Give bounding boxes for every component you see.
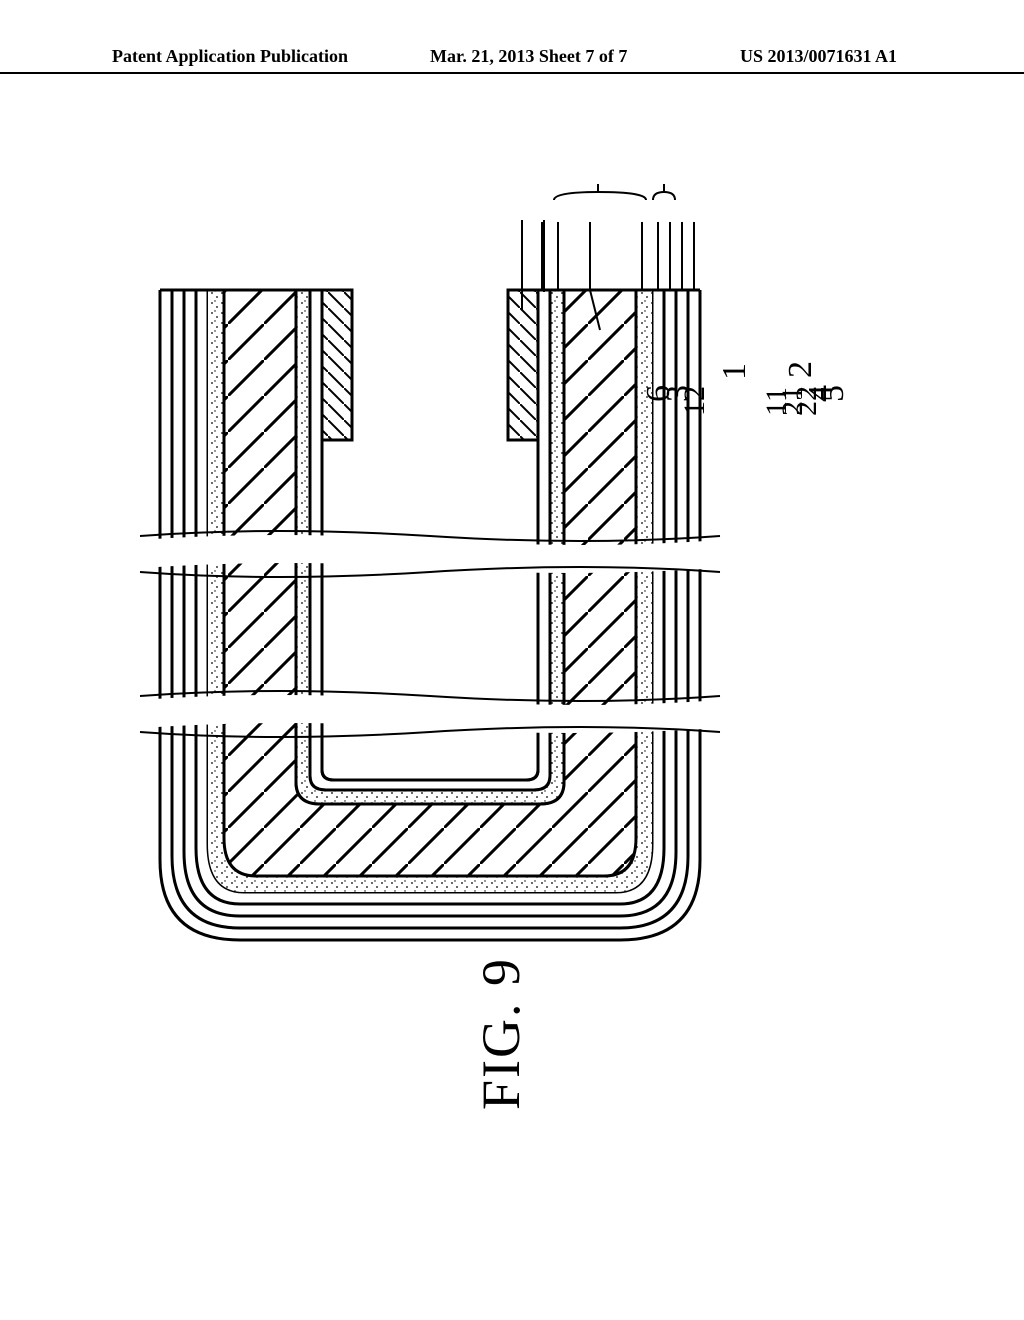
- header-right: US 2013/0071631 A1: [740, 46, 897, 67]
- header-rule: [0, 72, 1024, 74]
- ref-1: 1: [716, 363, 754, 380]
- patent-page: Patent Application Publication Mar. 21, …: [0, 0, 1024, 1320]
- figure-label: FIG. 9: [470, 957, 532, 1110]
- header-left: Patent Application Publication: [112, 46, 348, 67]
- header-center: Mar. 21, 2013 Sheet 7 of 7: [430, 46, 627, 67]
- ref-12: 12: [678, 386, 712, 416]
- ref-5: 5: [814, 385, 852, 402]
- ref-2: 2: [782, 361, 820, 378]
- figure-9: 6 3 12 1 11 21 2 22 4 5 FIG. 9: [120, 180, 820, 1140]
